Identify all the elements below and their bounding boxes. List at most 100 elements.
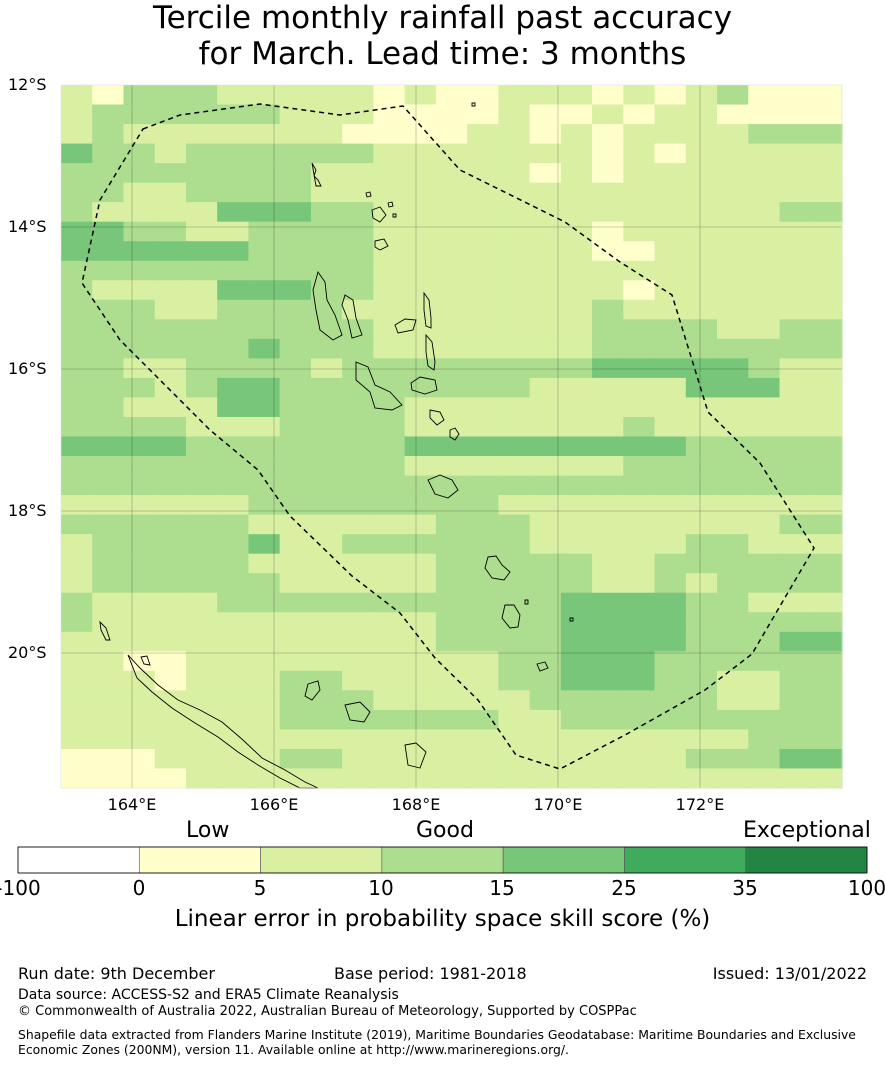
skill-cell [717,182,749,203]
skill-cell [654,670,687,691]
skill-cell [92,456,125,477]
skill-cell [748,553,781,574]
skill-cell [154,182,187,203]
skill-cell [779,709,812,731]
skill-cell [185,377,218,399]
lat-label-14s: 14°S [8,217,47,236]
skill-cell [248,690,281,711]
skill-cell [717,104,749,125]
skill-cell [92,143,125,164]
skill-cell [310,495,343,516]
skill-cell [529,748,562,770]
skill-cell [498,163,531,184]
skill-cell [123,709,156,731]
skill-cell [654,768,687,789]
skill-cell [248,670,281,691]
skill-cell [154,592,187,613]
skill-cell [779,592,812,613]
skill-cell [123,299,156,320]
skill-cell [342,241,374,262]
skill-cell [248,299,281,320]
skill-cell [685,456,718,477]
skill-cell [404,456,437,477]
skill-cell [185,573,218,594]
skill-cell [123,475,156,496]
skill-cell [748,416,781,438]
skill-cell [685,651,718,672]
skill-cell [498,475,531,496]
skill-cell [810,280,843,301]
skill-cell [61,651,93,672]
skill-cell [779,163,812,184]
skill-cell [560,241,593,262]
skill-cell [529,631,562,652]
skill-cell [310,85,343,106]
skill-cell [560,534,593,555]
skill-cell [310,514,343,535]
skill-cell [810,182,843,203]
skill-cell [623,338,656,359]
skill-cell [717,631,749,652]
skill-cell [248,104,281,125]
skill-cell [779,416,812,438]
skill-cell [717,436,749,457]
skill-cell [498,631,531,652]
skill-cell [717,495,749,516]
skill-cell [498,319,531,340]
skill-cell [248,280,281,301]
colorbar-bin [138,846,261,874]
skill-cell [654,573,687,594]
skill-cell [685,553,718,574]
skill-cell [717,299,749,320]
skill-cell [560,553,593,574]
skill-cell [248,729,281,750]
skill-cell [623,260,656,281]
lon-label-166e: 166°E [249,795,299,814]
skill-cell [404,534,437,555]
skill-cell [123,124,156,145]
skill-cell [435,709,468,731]
skill-cell [217,729,250,750]
skill-cell [623,514,656,535]
skill-cell [404,651,437,672]
skill-cell [592,748,624,770]
skill-cell [717,280,749,301]
skill-cell [623,475,656,496]
skill-cell [404,553,437,574]
skill-cell [435,124,468,145]
skill-cell [310,690,343,711]
skill-cell [154,709,187,731]
skill-cell [592,436,624,457]
skill-cell [217,514,250,535]
skill-cell [185,612,218,633]
skill-cell [498,768,531,789]
skill-cell [623,436,656,457]
skill-cell [279,358,312,379]
skill-cell [310,221,343,242]
skill-cell [342,553,374,574]
skill-cell [498,124,531,145]
skill-cell [748,514,781,535]
skill-cell [185,475,218,496]
colorbar-tick-100: 100 [847,876,885,900]
skill-map [60,84,843,789]
skill-cell [435,182,468,203]
skill-cell [404,573,437,594]
skill-cell [310,163,343,184]
skill-cell [185,592,218,613]
skill-cell [623,104,656,125]
skill-cell [185,182,218,203]
malakula-island [355,361,403,411]
skill-cell [310,377,343,399]
map-title: Tercile monthly rainfall past accuracy f… [0,0,885,72]
skill-cell [342,221,374,242]
skill-cell [185,319,218,340]
skill-cell [685,221,718,242]
skill-cell [654,592,687,613]
skill-cell [685,338,718,359]
skill-cell [592,241,624,262]
skill-cell [217,319,250,340]
skill-cell [404,221,437,242]
skill-cell [498,573,531,594]
skill-cell [123,651,156,672]
